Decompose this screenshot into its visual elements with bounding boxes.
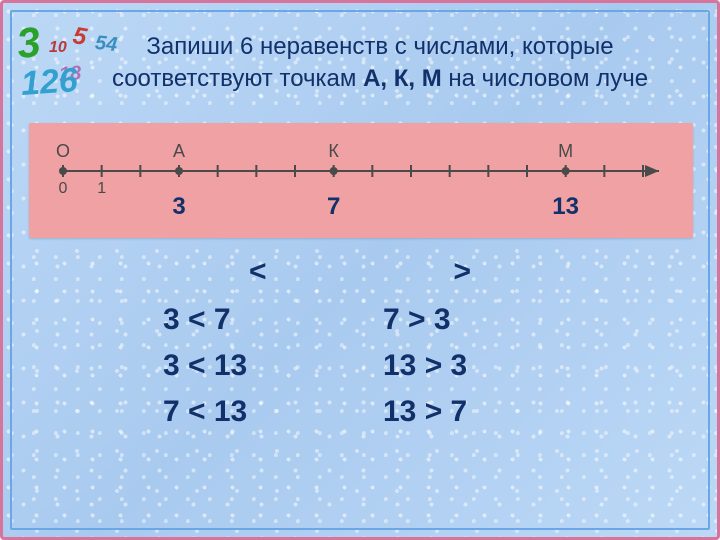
point-value: 3: [172, 193, 185, 221]
title-line1: Запиши 6 неравенств с числами, которые: [146, 33, 613, 60]
number-line-panel: OAКМ01 3713: [29, 123, 693, 238]
slide: 31055418126 Запиши 6 неравенств с числам…: [0, 0, 720, 540]
inequality: 3 < 7: [163, 303, 231, 337]
svg-text:К: К: [328, 141, 339, 161]
title-line2-pre: соответствуют точкам: [112, 65, 363, 92]
inequality: 13 > 7: [383, 395, 467, 429]
point-values: 3 7 13: [51, 193, 671, 225]
inequality: 3 < 13: [163, 349, 247, 383]
less-than-sign: <: [158, 255, 358, 289]
svg-text:A: A: [173, 141, 185, 161]
point-value: 13: [552, 193, 579, 221]
greater-than-sign: >: [362, 255, 562, 289]
point-value: 7: [327, 193, 340, 221]
number-line: OAКМ01: [51, 137, 671, 195]
number-line-svg: OAКМ01: [51, 137, 671, 195]
task-title: Запиши 6 неравенств с числами, которые с…: [83, 31, 677, 96]
inequality: 7 > 3: [383, 303, 451, 337]
inequality: 13 > 3: [383, 349, 467, 383]
title-points: А, К, М: [363, 65, 442, 92]
title-line2-post: на числовом луче: [442, 65, 648, 92]
deco-number: 126: [20, 61, 79, 104]
svg-text:М: М: [558, 141, 573, 161]
svg-text:O: O: [56, 141, 70, 161]
inequality: 7 < 13: [163, 395, 247, 429]
deco-number: 10: [49, 39, 67, 57]
sign-headers: < >: [3, 255, 717, 289]
